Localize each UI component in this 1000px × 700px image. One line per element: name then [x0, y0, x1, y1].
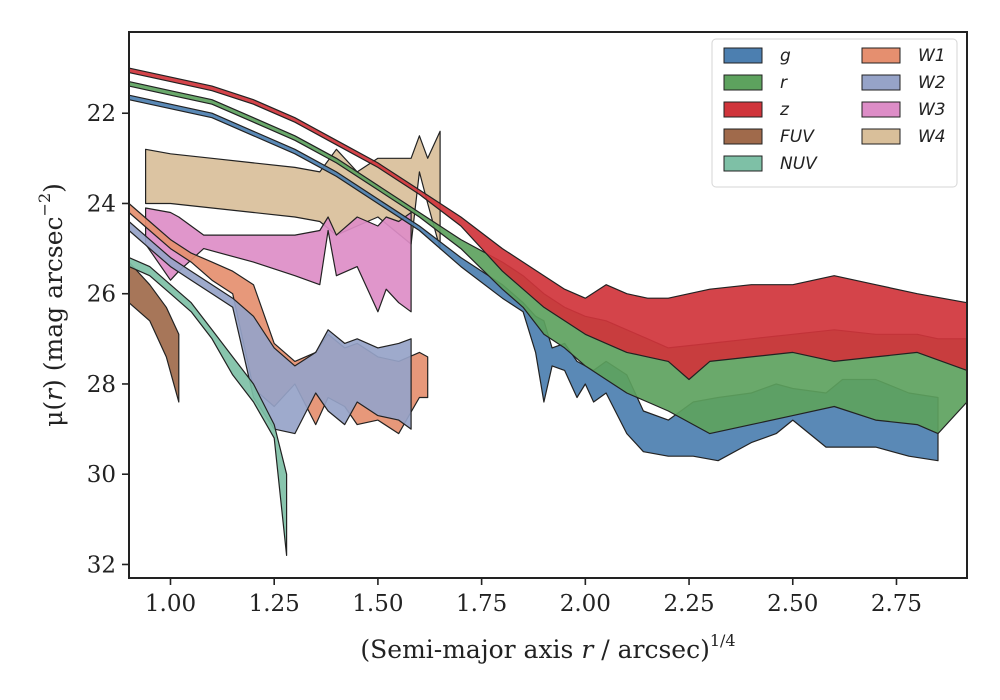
- x-tick-label: 2.50: [767, 591, 818, 617]
- legend-label-g: g: [780, 46, 791, 66]
- legend-swatch-fuv: [723, 128, 763, 145]
- area-w3: [145, 207, 412, 313]
- legend-swatch-r: [723, 74, 763, 91]
- legend-label-z: z: [779, 100, 790, 120]
- area-nuv: [128, 257, 288, 557]
- x-tick-label: 1.50: [352, 591, 403, 617]
- y-axis-ticks: 22 24 26 28 30 32: [87, 101, 129, 578]
- y-tick-label: 32: [87, 552, 116, 578]
- x-axis-label: (Semi-major axis r / arcsec)1/4: [360, 631, 735, 664]
- legend-swatch-w4: [861, 128, 901, 145]
- legend-swatch-nuv: [723, 155, 763, 172]
- legend-label-w3: W3: [918, 100, 946, 120]
- legend: grz FUV NUV W1 W2 W3 W4: [711, 38, 958, 188]
- x-tick-label: 2.25: [663, 591, 714, 617]
- legend-label-w1: W1: [918, 46, 946, 66]
- x-tick-label: 1.25: [249, 591, 300, 617]
- legend-label-w2: W2: [918, 73, 946, 93]
- y-tick-label: 30: [87, 462, 116, 488]
- legend-swatch-z: [723, 101, 763, 118]
- legend-label-fuv: FUV: [780, 127, 815, 147]
- legend-swatch-g: [723, 47, 763, 64]
- plot-frame: [128, 31, 968, 579]
- y-tick-label: 24: [87, 191, 116, 217]
- area-w2: [128, 220, 412, 435]
- y-tick-label: 22: [87, 101, 116, 127]
- area-fuv: [128, 261, 180, 403]
- y-tick-label: 28: [87, 372, 116, 398]
- legend-label-nuv: NUV: [780, 154, 818, 174]
- x-tick-label: 1.75: [456, 591, 507, 617]
- legend-swatch-w3: [861, 101, 901, 118]
- x-tick-label: 2.00: [560, 591, 611, 617]
- x-tick-label: 2.75: [871, 591, 922, 617]
- y-axis-label: μ(r) (mag arcsec−2): [35, 183, 68, 427]
- legend-label-w4: W4: [918, 127, 946, 147]
- legend-swatch-w2: [861, 74, 901, 91]
- legend-label-r: r: [780, 73, 788, 93]
- y-tick-label: 26: [87, 282, 116, 308]
- x-tick-label: 1.00: [145, 591, 196, 617]
- x-axis-ticks: 1.00 1.25 1.50 1.75 2.00 2.25 2.50 2.75: [145, 578, 922, 617]
- legend-swatch-w1: [861, 47, 901, 64]
